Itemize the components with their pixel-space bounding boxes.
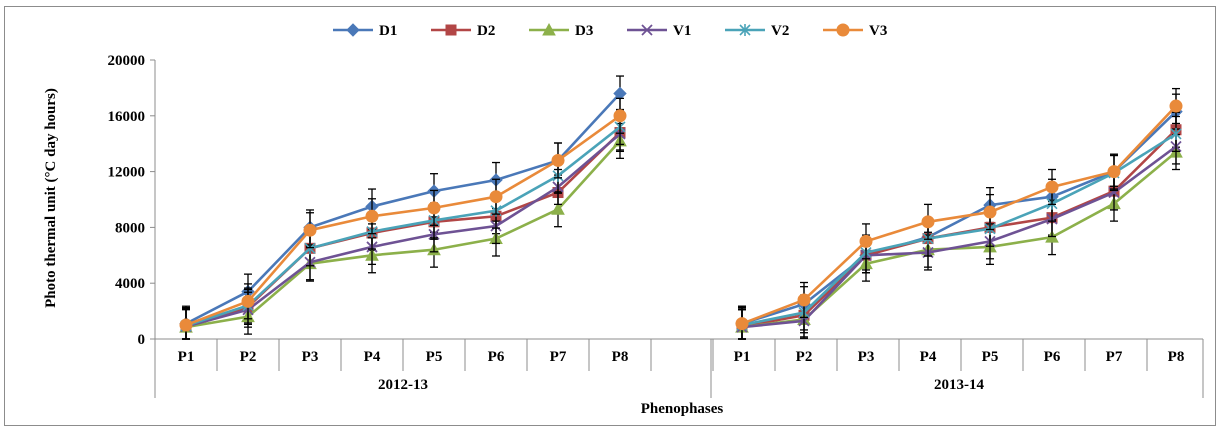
marker-stroke	[641, 24, 653, 36]
legend-item-d2: D2	[431, 23, 495, 39]
y-axis-label: Photo thermal unit (°C day hours)	[43, 88, 59, 308]
x-tick-label: P7	[550, 349, 567, 365]
x-tick-label: P4	[920, 349, 937, 365]
series-line	[741, 132, 1177, 327]
x-group-label: 2013-14	[934, 377, 984, 393]
chart-frame	[4, 6, 1216, 426]
x-tick-label: P8	[612, 349, 629, 365]
legend-label: D3	[575, 23, 593, 39]
data-point	[179, 318, 193, 332]
y-tick-label: 16000	[108, 109, 146, 125]
legend-swatch-marker	[542, 22, 556, 36]
series-line	[185, 92, 621, 325]
x-tick-label: P1	[734, 349, 751, 365]
x-axis-label: Phenophases	[641, 401, 724, 417]
x-tick-label: P3	[858, 349, 875, 365]
legend: D1 D2 D3 V1 V2 V3	[333, 22, 887, 39]
series-v3-1	[179, 97, 627, 340]
series-line	[185, 125, 621, 327]
series-line	[741, 105, 1177, 325]
series-line	[741, 110, 1177, 325]
series-layer	[179, 75, 1183, 340]
legend-item-v2: V2	[725, 23, 789, 39]
data-point	[613, 109, 627, 123]
data-point	[1045, 180, 1059, 194]
legend-item-v3: V3	[823, 23, 887, 39]
series-line	[741, 145, 1177, 329]
data-point	[241, 294, 255, 308]
data-point	[551, 202, 565, 215]
data-point	[1170, 127, 1182, 140]
x-tick-label: P3	[302, 349, 319, 365]
series-line	[185, 140, 621, 329]
data-point	[551, 153, 565, 167]
y-tick-label: 12000	[108, 165, 146, 181]
data-point	[1107, 165, 1121, 179]
y-tick-label: 8000	[115, 220, 145, 236]
legend-swatch-marker	[836, 23, 850, 37]
legend-item-d1: D1	[333, 23, 397, 39]
x-tick-label: P8	[1168, 349, 1185, 365]
x-tick-label: P4	[364, 349, 381, 365]
legend-label: D2	[477, 23, 495, 39]
legend-item-d3: D3	[529, 22, 593, 39]
legend-swatch-marker	[445, 24, 457, 36]
y-tick-label: 20000	[108, 53, 146, 69]
x-tick-label: P6	[488, 349, 505, 365]
data-point	[489, 190, 503, 204]
data-point	[427, 201, 441, 215]
x-tick-label: P5	[982, 349, 999, 365]
data-point	[1169, 99, 1183, 113]
legend-item-v1: V1	[627, 23, 691, 39]
series-line	[185, 132, 621, 328]
data-point	[859, 234, 873, 248]
legend-label: V1	[673, 23, 691, 39]
legend-label: V3	[869, 23, 887, 39]
x-tick-label: P5	[426, 349, 443, 365]
data-point	[303, 223, 317, 237]
legend-swatch-marker	[346, 23, 360, 37]
axes: 0 4000 8000 12000 16000 20000 P1 P2 P3 P4 P5 P6 P7 P8…	[108, 53, 1204, 398]
legend-label: D1	[379, 23, 397, 39]
legend-swatch-marker	[641, 24, 653, 36]
x-tick-label: P7	[1106, 349, 1123, 365]
y-tick-label: 0	[138, 332, 146, 348]
data-point	[735, 317, 749, 331]
x-tick-label: P2	[796, 349, 813, 365]
y-tick-label: 4000	[115, 276, 145, 292]
data-point	[365, 209, 379, 223]
x-tick-label: P6	[1044, 349, 1061, 365]
data-point	[983, 205, 997, 219]
legend-swatch-marker	[739, 24, 751, 36]
x-tick-label: P2	[240, 349, 257, 365]
x-group-label: 2012-13	[378, 377, 428, 393]
series-v3-2	[735, 87, 1183, 340]
series-line	[185, 114, 621, 327]
data-point	[797, 293, 811, 307]
legend-label: V2	[771, 23, 789, 39]
x-tick-label: P1	[178, 349, 195, 365]
data-point	[921, 215, 935, 229]
